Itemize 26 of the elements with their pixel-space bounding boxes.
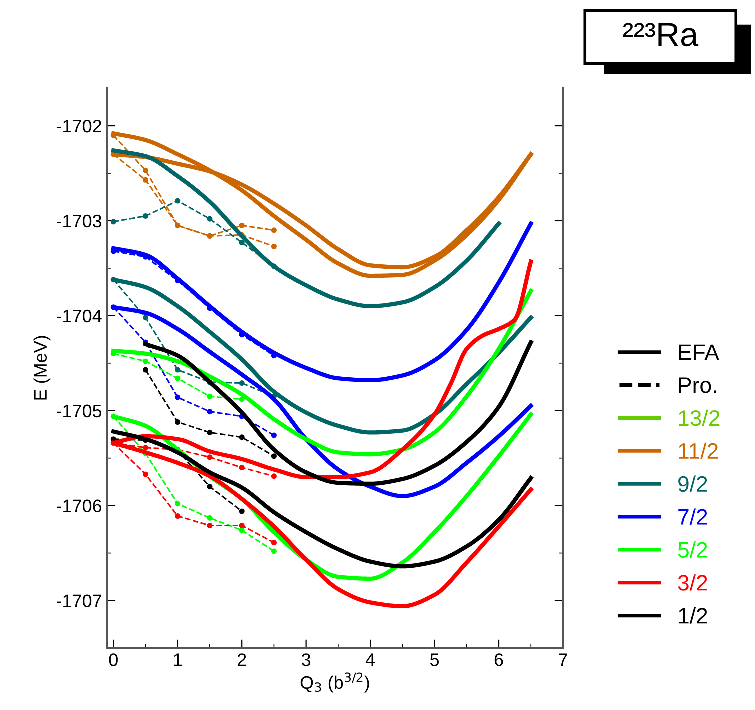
legend-label: 3/2: [678, 574, 708, 591]
x-tick-label: 3: [302, 654, 311, 666]
legend-label: 1/2: [679, 608, 708, 624]
y-tick-label: -1705: [56, 404, 102, 418]
y-tick-label: -1703: [56, 214, 102, 228]
x-tick-label: 7: [559, 654, 568, 666]
legend-label: 5/2: [678, 542, 708, 558]
y-tick-label: -1707: [56, 594, 102, 608]
x-tick-label: 0: [109, 654, 118, 666]
legend-label: Pro.: [679, 378, 716, 394]
y-axis-title: E (MeV): [34, 336, 51, 400]
x-tick-label: 6: [494, 654, 504, 666]
y-tick-label: -1702: [56, 120, 102, 133]
legend-label: 13/2: [679, 410, 720, 426]
legend-label: 7/2: [678, 508, 708, 526]
x-tick-label: 4: [366, 654, 376, 666]
legend-label: 9/2: [678, 476, 708, 492]
legend-label: 11/2: [679, 442, 718, 460]
x-tick-label: 2: [238, 654, 246, 666]
x-axis-title: Q$_{3}$ (b$^{3/2}$): [300, 672, 370, 693]
y-tick-label: -1704: [56, 310, 102, 323]
legend-label: EFA: [679, 344, 720, 360]
x-tick-label: 1: [174, 654, 182, 666]
x-tick-label: 5: [430, 654, 440, 666]
text: ²²³Ra: [623, 23, 699, 47]
y-tick-label: -1706: [56, 500, 102, 513]
